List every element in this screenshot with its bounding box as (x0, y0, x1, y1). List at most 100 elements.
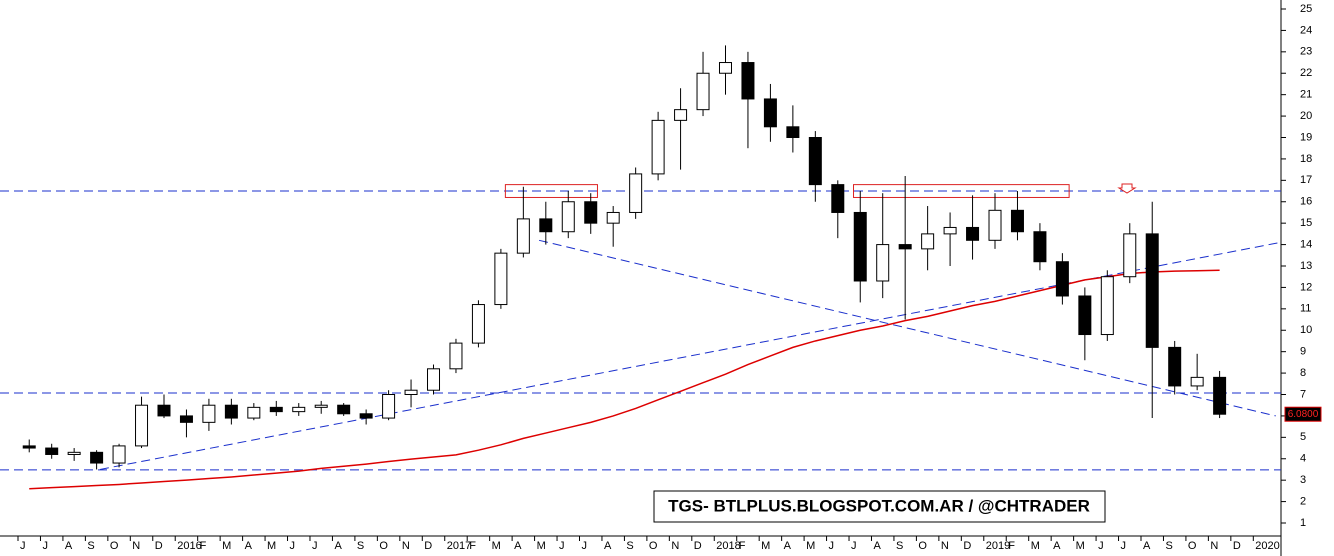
candle-body (337, 404, 351, 415)
watermark-box (653, 490, 1106, 523)
x-tick-label: O (110, 540, 119, 552)
watermark: TGS- BTLPLUS.BLOGSPOT.COM.AR / @CHTRADER (668, 496, 1090, 515)
last-price-label: 6.0800 (1288, 409, 1319, 420)
x-tick-label: J (851, 540, 857, 552)
x-tick-label: S (357, 540, 364, 552)
candle-body (763, 98, 777, 128)
x-tick-label: J (582, 540, 588, 552)
y-tick-label: 11 (1300, 303, 1311, 315)
candle-body (404, 389, 418, 396)
candle-body (179, 415, 193, 423)
candle-body (1033, 231, 1047, 263)
x-tick-label: D (963, 540, 971, 552)
candle-body (1190, 376, 1204, 387)
x-tick-label: M (1031, 540, 1040, 552)
x-tick-label: S (87, 540, 94, 552)
x-tick-label: 2016 (177, 540, 201, 552)
trendline (538, 239, 1276, 417)
candle-body (1213, 376, 1227, 415)
candle-body (1100, 276, 1114, 336)
y-tick-label: 5 (1300, 431, 1306, 443)
candle-body (876, 244, 890, 282)
x-tick-label: N (671, 540, 679, 552)
y-tick-label: 3 (1300, 474, 1306, 486)
x-tick-label: F (739, 540, 746, 552)
y-tick-label: 1 (1300, 517, 1306, 529)
x-tick-label: O (1188, 540, 1197, 552)
y-tick-label: 9 (1300, 346, 1306, 358)
candle-body (718, 62, 732, 74)
y-tick-label: 17 (1300, 174, 1312, 186)
candle-body (90, 451, 104, 464)
x-tick-label: 2020 (1255, 540, 1279, 552)
x-tick-label: O (649, 540, 658, 552)
x-tick-label: N (941, 540, 949, 552)
candle-body (674, 109, 688, 121)
x-tick-label: D (1233, 540, 1241, 552)
x-tick-label: N (402, 540, 410, 552)
x-tick-label: A (245, 540, 253, 552)
y-tick-label: 13 (1300, 260, 1312, 272)
y-tick-label: 25 (1300, 3, 1312, 15)
x-tick-label: F (1008, 540, 1015, 552)
candle-body (1145, 233, 1159, 348)
candle-body (135, 404, 149, 447)
y-tick-label: 19 (1300, 131, 1312, 143)
candle-body (831, 184, 845, 213)
candle-body (269, 406, 283, 413)
candle-body (988, 209, 1002, 241)
x-tick-label: A (873, 540, 881, 552)
candle-body (584, 201, 598, 224)
x-tick-label: M (222, 540, 231, 552)
plot-area (0, 45, 1281, 490)
candle-body (696, 72, 710, 111)
x-tick-label: J (312, 540, 318, 552)
x-tick-label: M (806, 540, 815, 552)
candle-body (224, 404, 238, 419)
candle-body (561, 201, 575, 233)
y-tick-label: 14 (1300, 238, 1312, 250)
candle-body (112, 445, 126, 464)
candle-body (471, 304, 485, 344)
y-tick-label: 24 (1300, 24, 1312, 36)
x-tick-label: 2018 (716, 540, 740, 552)
y-tick-label: 22 (1300, 67, 1312, 79)
x-tick-label: A (334, 540, 342, 552)
candle-body (1010, 209, 1024, 233)
x-tick-label: J (559, 540, 565, 552)
x-tick-label: A (1053, 540, 1061, 552)
x-tick-label: S (626, 540, 633, 552)
candle-body (67, 451, 81, 455)
x-tick-label: A (1143, 540, 1151, 552)
candle-body (651, 119, 665, 175)
x-tick-label: M (761, 540, 770, 552)
x-tick-label: A (604, 540, 612, 552)
x-tick-label: A (784, 540, 792, 552)
candle-body (157, 404, 171, 417)
x-tick-label: S (896, 540, 903, 552)
x-tick-label: A (514, 540, 522, 552)
x-tick-label: 2017 (447, 540, 471, 552)
candle-body (22, 445, 36, 449)
x-tick-label: F (469, 540, 476, 552)
y-tick-label: 4 (1300, 453, 1306, 465)
candle-body (247, 406, 261, 419)
candle-body (427, 368, 441, 391)
y-tick-label: 8 (1300, 367, 1306, 379)
x-tick-label: J (290, 540, 296, 552)
arrow-marker (1117, 183, 1137, 194)
candle-body (314, 404, 328, 408)
candle-body (786, 126, 800, 138)
candle-body (1168, 346, 1182, 387)
x-tick-label: 2019 (986, 540, 1010, 552)
x-tick-label: M (537, 540, 546, 552)
y-tick-label: 18 (1300, 153, 1312, 165)
candle-body (516, 218, 530, 254)
y-tick-label: 2 (1300, 495, 1306, 507)
y-tick-label: 16 (1300, 196, 1312, 208)
zone (504, 184, 598, 198)
y-tick-label: 20 (1300, 110, 1312, 122)
candle-body (1078, 295, 1092, 336)
